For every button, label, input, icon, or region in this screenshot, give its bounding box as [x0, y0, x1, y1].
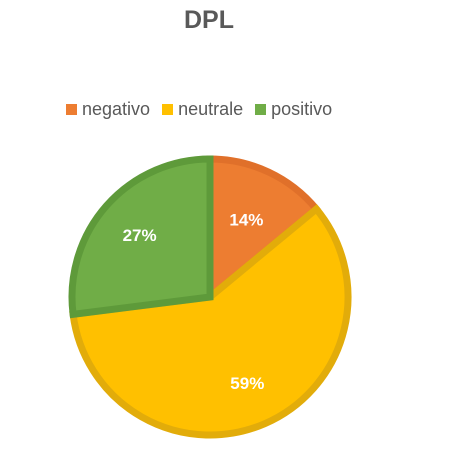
- pie-label-positivo: 27%: [123, 226, 157, 245]
- legend-item-negativo: negativo: [66, 99, 150, 120]
- legend-swatch-negativo: [66, 104, 77, 115]
- legend-label-positivo: positivo: [271, 99, 333, 119]
- legend: negativo neutrale positivo: [66, 99, 344, 120]
- legend-label-neutrale: neutrale: [178, 99, 244, 119]
- pie-slice-positivo: [68, 155, 214, 319]
- legend-label-negativo: negativo: [82, 99, 151, 119]
- pie-label-negativo: 14%: [229, 211, 263, 230]
- pie-label-neutrale: 59%: [230, 374, 264, 393]
- pie-labels: 14% 59% 27%: [123, 211, 265, 394]
- pie-slice-neutrale: [69, 204, 352, 439]
- legend-item-neutrale: neutrale: [162, 99, 243, 120]
- chart-title: DPL: [184, 6, 234, 34]
- legend-swatch-neutrale: [162, 104, 174, 115]
- legend-item-positivo: positivo: [255, 99, 332, 120]
- legend-swatch-positivo: [255, 104, 267, 115]
- pie-slice-negativo: [206, 155, 322, 305]
- pie-slices: [68, 155, 352, 439]
